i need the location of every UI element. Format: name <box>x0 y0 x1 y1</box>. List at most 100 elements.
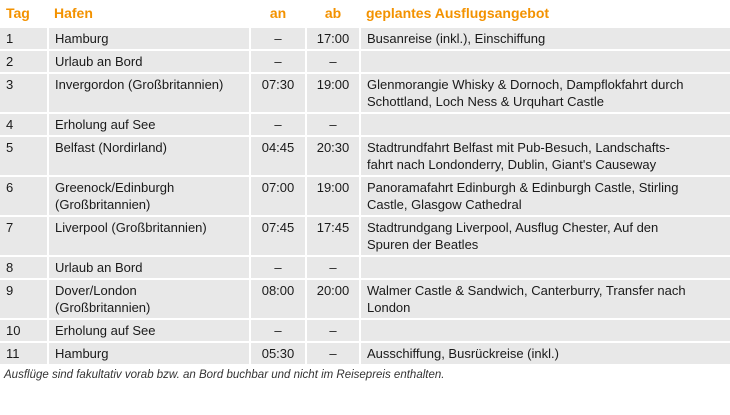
day-cell: 9 <box>0 278 49 320</box>
port-line: Hamburg <box>55 31 109 46</box>
arrival-cell: – <box>249 49 307 74</box>
port-cell: Erholung auf See <box>47 112 251 137</box>
port-line: Greenock/Edinburgh <box>55 180 175 195</box>
arrival-cell: – <box>249 255 307 280</box>
excursion-cell: Panoramafahrt Edinburgh & Edinburgh Cast… <box>359 175 730 217</box>
table-row: 4 Erholung auf See – – <box>0 112 730 137</box>
day-cell: 4 <box>0 112 49 137</box>
table-row: 1 Hamburg –17:00 Busanreise (inkl.), Einsch… <box>0 26 730 51</box>
column-header: ab <box>306 0 360 28</box>
departure-cell: – <box>305 255 361 280</box>
port-line: Erholung auf See <box>55 117 156 132</box>
excursion-cell: Ausschiffung, Busrückreise (inkl.) <box>359 341 730 366</box>
excursion-line: Spuren der Beatles <box>367 237 479 252</box>
departure-cell: 19:00 <box>305 175 361 217</box>
excursion-line: Walmer Castle & Sandwich, Canterburry, T… <box>367 283 686 298</box>
excursion-line: fahrt nach Londonderry, Dublin, Giant's … <box>367 157 657 172</box>
departure-cell: – <box>305 112 361 137</box>
table-row: 5 Belfast (Nordirland) 04:45 20:30 Stadtrund… <box>0 135 730 177</box>
departure-cell: – <box>305 318 361 343</box>
port-line: (Großbritannien) <box>55 300 151 315</box>
day-cell: 10 <box>0 318 49 343</box>
port-line: Liverpool (Großbritannien) <box>55 220 207 235</box>
excursion-line: Stadtrundgang Liverpool, Ausflug Chester… <box>367 220 659 235</box>
departure-cell: 17:45 <box>305 215 361 257</box>
port-line: Urlaub an Bord <box>55 260 143 275</box>
table-row: 6 Greenock/Edinburgh (Großbritannien) 07:00… <box>0 175 730 217</box>
port-line: Dover/London <box>55 283 137 298</box>
departure-cell: 20:00 <box>305 278 361 320</box>
column-header: geplantes Ausflugsangebot <box>360 0 730 28</box>
arrival-cell: – <box>249 112 307 137</box>
table-row: 3 Invergordon (Großbritannien) 07:30 19:00 G… <box>0 72 730 114</box>
table-row: 11 Hamburg 05:30– Ausschiffung, Busrückreis… <box>0 341 730 366</box>
port-cell: Invergordon (Großbritannien) <box>47 72 251 114</box>
table-body: 1 Hamburg –17:00 Busanreise (inkl.), Einsch… <box>0 26 730 366</box>
day-cell: 2 <box>0 49 49 74</box>
port-line: Invergordon (Großbritannien) <box>55 77 224 92</box>
day-cell: 7 <box>0 215 49 257</box>
arrival-cell: – <box>249 26 307 51</box>
port-line: Belfast (Nordirland) <box>55 140 167 155</box>
column-header: an <box>250 0 306 28</box>
excursion-line: Glenmorangie Whisky & Dornoch, Dampflokf… <box>367 77 684 92</box>
arrival-cell: 04:45 <box>249 135 307 177</box>
excursion-cell: Stadtrundgang Liverpool, Ausflug Chester… <box>359 215 730 257</box>
footnote: Ausflüge sind fakultativ vorab bzw. an B… <box>4 369 445 381</box>
port-line: Erholung auf See <box>55 323 156 338</box>
excursion-cell <box>359 49 730 74</box>
departure-cell: – <box>305 341 361 366</box>
port-cell: Liverpool (Großbritannien) <box>47 215 251 257</box>
day-cell: 5 <box>0 135 49 177</box>
excursion-line: Castle, Glasgow Cathedral <box>367 197 522 212</box>
port-cell: Greenock/Edinburgh (Großbritannien) <box>47 175 251 217</box>
arrival-cell: 07:00 <box>249 175 307 217</box>
port-line: Urlaub an Bord <box>55 54 143 69</box>
table-row: 7 Liverpool (Großbritannien) 07:45 17:45 Sta… <box>0 215 730 257</box>
excursion-cell <box>359 112 730 137</box>
excursion-cell <box>359 255 730 280</box>
day-cell: 3 <box>0 72 49 114</box>
port-cell: Urlaub an Bord <box>47 255 251 280</box>
port-cell: Dover/London (Großbritannien) <box>47 278 251 320</box>
excursion-line: Schottland, Loch Ness & Urquhart Castle <box>367 94 605 109</box>
excursion-cell: Stadtrundfahrt Belfast mit Pub-Besuch, L… <box>359 135 730 177</box>
day-cell: 1 <box>0 26 49 51</box>
header-row: Tag Hafen an ab geplantes Ausflugsangebot <box>0 0 730 28</box>
arrival-cell: – <box>249 318 307 343</box>
arrival-cell: 07:45 <box>249 215 307 257</box>
excursion-line: Ausschiffung, Busrückreise (inkl.) <box>367 346 559 361</box>
day-cell: 8 <box>0 255 49 280</box>
table-row: 8 Urlaub an Bord – – <box>0 255 730 280</box>
departure-cell: 17:00 <box>305 26 361 51</box>
excursion-line: London <box>367 300 411 315</box>
excursion-cell: Glenmorangie Whisky & Dornoch, Dampflokf… <box>359 72 730 114</box>
column-header: Hafen <box>48 0 250 28</box>
excursion-line: Stadtrundfahrt Belfast mit Pub-Besuch, L… <box>367 140 670 155</box>
arrival-cell: 08:00 <box>249 278 307 320</box>
table-row: 9 Dover/London (Großbritannien) 08:00 20:00 W… <box>0 278 730 320</box>
arrival-cell: 05:30 <box>249 341 307 366</box>
table-row: 10 Erholung auf See – – <box>0 318 730 343</box>
column-header: Tag <box>0 0 48 28</box>
excursion-cell: Busanreise (inkl.), Einschiffung <box>359 26 730 51</box>
excursion-cell <box>359 318 730 343</box>
port-cell: Hamburg <box>47 341 251 366</box>
arrival-cell: 07:30 <box>249 72 307 114</box>
port-cell: Urlaub an Bord <box>47 49 251 74</box>
departure-cell: 19:00 <box>305 72 361 114</box>
port-cell: Erholung auf See <box>47 318 251 343</box>
day-cell: 11 <box>0 341 49 366</box>
departure-cell: 20:30 <box>305 135 361 177</box>
port-line: (Großbritannien) <box>55 197 151 212</box>
excursion-line: Panoramafahrt Edinburgh & Edinburgh Cast… <box>367 180 679 195</box>
table-row: 2 Urlaub an Bord – – <box>0 49 730 74</box>
excursion-line: Busanreise (inkl.), Einschiffung <box>367 31 546 46</box>
departure-cell: – <box>305 49 361 74</box>
port-cell: Belfast (Nordirland) <box>47 135 251 177</box>
day-cell: 6 <box>0 175 49 217</box>
port-line: Hamburg <box>55 346 109 361</box>
port-cell: Hamburg <box>47 26 251 51</box>
